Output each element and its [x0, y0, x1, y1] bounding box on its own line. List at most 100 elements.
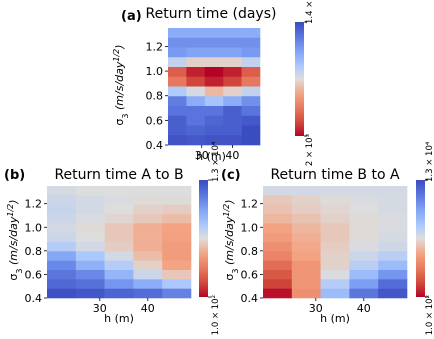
panel-b-cell [162, 279, 192, 289]
panel-b-ytick-label: 0.4 [25, 292, 43, 305]
panel-a-colorbar-gradient [295, 22, 304, 136]
panel-b-cell [104, 242, 134, 252]
panel-a-cell [186, 96, 206, 107]
panel-a-cell [204, 37, 224, 48]
panel-a-heatmap [168, 28, 261, 146]
panel-a-cell [241, 76, 261, 87]
panel-a-cell [168, 125, 187, 136]
panel-a-cell [168, 28, 187, 39]
panel-a-cell [204, 135, 224, 146]
panel-b-cell [47, 288, 77, 299]
panel-b-cell [75, 223, 105, 233]
panel-c-cell [349, 251, 379, 261]
panel-c-ylabel: σ3 (m/s/day1/2) [222, 199, 240, 280]
panel-a-cell [223, 37, 242, 48]
panel-a-xlabel: h (m) [196, 150, 226, 163]
panel-b-cell [162, 223, 192, 233]
panel-b-xtick-label: 30 [93, 302, 107, 315]
panel-b-cell [133, 186, 163, 196]
panel-a-cell [168, 106, 187, 117]
panel-b-cell [133, 279, 163, 289]
panel-a-axes: 30 40 0.4 0.6 0.8 1.0 1.2 [146, 40, 240, 162]
panel-a-cell [186, 28, 206, 39]
panel-b-cell [75, 242, 105, 252]
panel-a-cell [241, 37, 261, 48]
panel-a-cell [241, 47, 261, 58]
panel-c-cell [320, 204, 350, 215]
panel-c-cell [349, 223, 379, 233]
panel-b-axes: 30 40 0.4 0.6 0.8 1.0 1.2 [25, 198, 155, 315]
panel-c-cell [349, 232, 379, 243]
panel-b-cell [104, 204, 134, 215]
panel-b-cell [75, 251, 105, 261]
panel-b-cell [47, 270, 77, 280]
panel-c-ytick-label: 0.8 [241, 245, 259, 258]
panel-a-cell [168, 135, 187, 146]
panel-c-cell [378, 260, 408, 271]
panel-c-cell [320, 251, 350, 261]
panel-b-label: (b) [4, 168, 25, 183]
panel-a: (a) Return time (days) 30 40 0.4 0.6 0.8 1.0 1… [112, 0, 316, 166]
panel-a-cell [223, 47, 242, 58]
panel-c-cell [291, 214, 321, 224]
panel-a-cell [186, 47, 206, 58]
panel-b-cell [104, 270, 134, 280]
panel-c-ytick-label: 0.4 [241, 292, 259, 305]
panel-a-cell [204, 76, 224, 87]
panel-b-cell [162, 251, 192, 261]
panel-b-cell [104, 251, 134, 261]
panel-c-cell [291, 270, 321, 280]
panel-a-cell [241, 96, 261, 107]
panel-b-cell [133, 242, 163, 252]
panel-b-cell [133, 204, 163, 215]
panel-c-cell [378, 288, 408, 299]
panel-a-cell [223, 115, 242, 126]
panel-c-xtick-label: 40 [357, 302, 371, 315]
panel-c: (c) Return time B to A 30 40 0.4 0.6 0.8 1.0 1… [221, 141, 434, 335]
panel-c-cell [349, 186, 379, 196]
panel-a-cell [204, 115, 224, 126]
panel-c-axes: 30 40 0.4 0.6 0.8 1.0 1.2 [241, 198, 371, 315]
panel-b-cell [133, 288, 163, 299]
panel-c-cell [320, 223, 350, 233]
panel-c-cell [263, 270, 293, 280]
panel-b-cell [104, 214, 134, 224]
panel-c-ytick-label: 1.0 [241, 221, 259, 234]
panel-a-cell [186, 76, 206, 87]
panel-c-cell [378, 195, 408, 205]
panel-b-cell [75, 186, 105, 196]
panel-b-cell [47, 279, 77, 289]
panel-a-cell [204, 47, 224, 58]
panel-b-cell [162, 204, 192, 215]
panel-a-cell [168, 115, 187, 126]
panel-a-cell [241, 106, 261, 117]
panel-c-cell [263, 288, 293, 299]
panel-a-ytick-label: 1.0 [146, 65, 164, 78]
panel-a-cell [241, 28, 261, 39]
panel-a-cell [186, 135, 206, 146]
panel-b-cell [133, 260, 163, 271]
panel-c-cell [291, 251, 321, 261]
panel-b-xlabel: h (m) [104, 312, 134, 325]
panel-c-cell [263, 260, 293, 271]
panel-c-cell [291, 186, 321, 196]
panel-a-cell [168, 47, 187, 58]
panel-c-cell [291, 195, 321, 205]
panel-c-xlabel: h (m) [320, 312, 350, 325]
panel-c-cell [263, 251, 293, 261]
panel-a-cell [204, 125, 224, 136]
panel-c-cell [378, 186, 408, 196]
panel-c-cell [320, 214, 350, 224]
panel-a-colorbar: 2 × 10³ 1.4 × 10⁴ [295, 0, 315, 166]
panel-a-xtick-label: 40 [225, 149, 239, 162]
panel-c-cell [263, 204, 293, 215]
panel-b-cell [75, 260, 105, 271]
panel-b-cell [133, 223, 163, 233]
panel-b-cell [104, 232, 134, 243]
panel-a-cell [186, 57, 206, 68]
panel-b-cell [47, 214, 77, 224]
panel-b-colorbar-gradient [199, 180, 208, 297]
panel-c-cell [263, 242, 293, 252]
panel-c-cell [320, 270, 350, 280]
